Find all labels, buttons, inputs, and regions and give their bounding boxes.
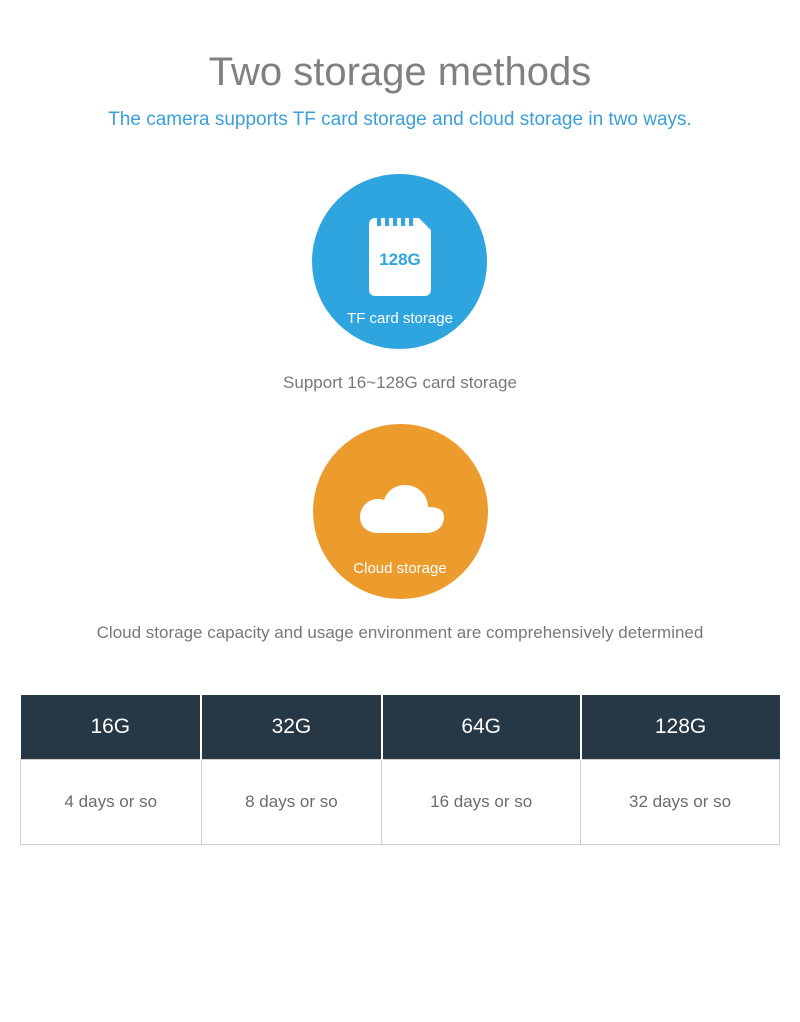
table-header-cell: 64G [382,695,581,760]
table-cell: 16 days or so [382,760,581,845]
cloud-description: Cloud storage capacity and usage environ… [97,621,704,645]
cloud-circle: Cloud storage [313,424,488,599]
cloud-storage-section: Cloud storage Cloud storage capacity and… [97,424,704,645]
table-header-cell: 128G [581,695,780,760]
page-title: Two storage methods [209,50,591,95]
table-header-cell: 32G [201,695,382,760]
table-header-cell: 16G [21,695,202,760]
storage-table: 16G 32G 64G 128G 4 days or so 8 days or … [20,695,780,845]
tf-circle-label: TF card storage [347,310,453,327]
cloud-icon [350,477,450,539]
tf-card-icon: 128G [369,218,431,296]
page-subtitle: The camera supports TF card storage and … [108,107,692,134]
table-cell: 8 days or so [201,760,382,845]
tf-card-capacity: 128G [379,250,421,270]
tf-circle: 128G TF card storage [312,174,487,349]
table-cell: 32 days or so [581,760,780,845]
table-header-row: 16G 32G 64G 128G [21,695,780,760]
cloud-circle-label: Cloud storage [353,560,446,577]
tf-storage-section: 128G TF card storage Support 16~128G car… [283,174,517,395]
tf-description: Support 16~128G card storage [283,371,517,395]
table-cell: 4 days or so [21,760,202,845]
table-row: 4 days or so 8 days or so 16 days or so … [21,760,780,845]
